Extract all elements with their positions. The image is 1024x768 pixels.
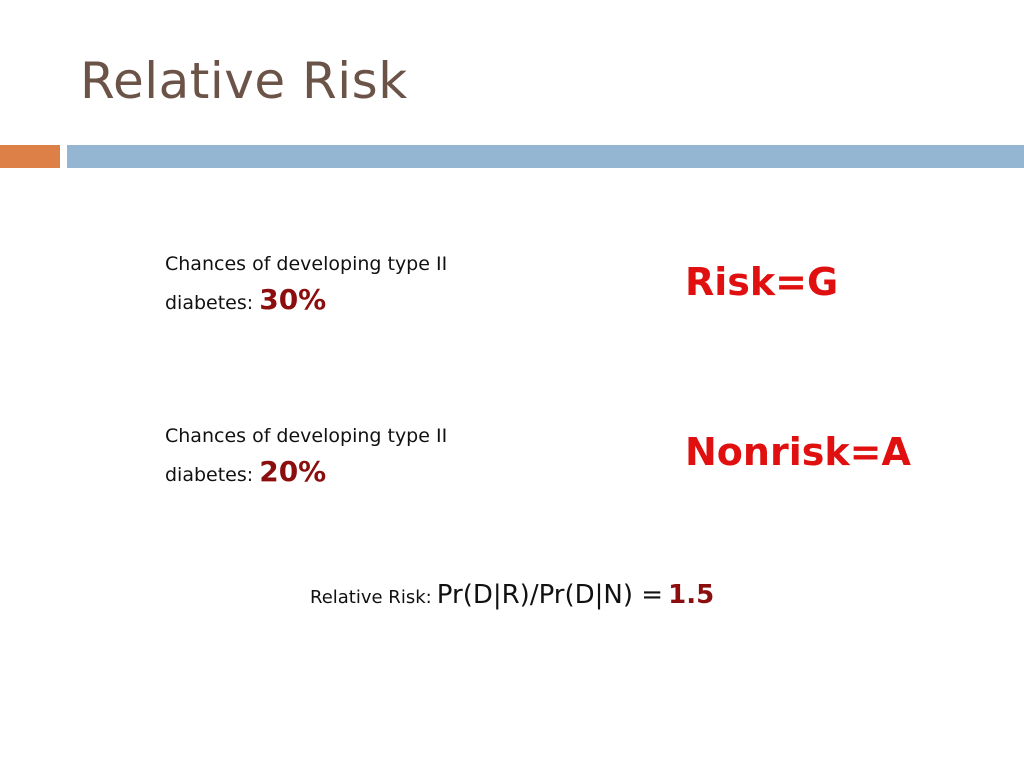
relative-risk-value: 1.5 xyxy=(668,580,715,610)
page-title: Relative Risk xyxy=(80,52,408,110)
relative-risk-formula: Pr(D|R)/Pr(D|N) = xyxy=(436,580,664,610)
nonrisk-group-line2: diabetes: xyxy=(165,464,254,486)
relative-risk-line: Relative Risk: Pr(D|R)/Pr(D|N) = 1.5 xyxy=(310,580,714,610)
risk-group-value: 30% xyxy=(259,283,327,316)
nonrisk-group-block: Chances of developing type II diabetes: … xyxy=(165,418,525,493)
relative-risk-label: Relative Risk: xyxy=(310,587,432,608)
title-accent-bar-orange xyxy=(0,145,60,168)
risk-group-line2: diabetes: xyxy=(165,292,254,314)
risk-group-label: Risk=G xyxy=(685,260,839,304)
nonrisk-group-line1: Chances of developing type II xyxy=(165,425,448,447)
title-accent-bar-blue xyxy=(67,145,1024,168)
nonrisk-group-value: 20% xyxy=(259,455,327,488)
nonrisk-group-label: Nonrisk=A xyxy=(685,430,911,474)
risk-group-block: Chances of developing type II diabetes: … xyxy=(165,246,525,321)
risk-group-line1: Chances of developing type II xyxy=(165,253,448,275)
